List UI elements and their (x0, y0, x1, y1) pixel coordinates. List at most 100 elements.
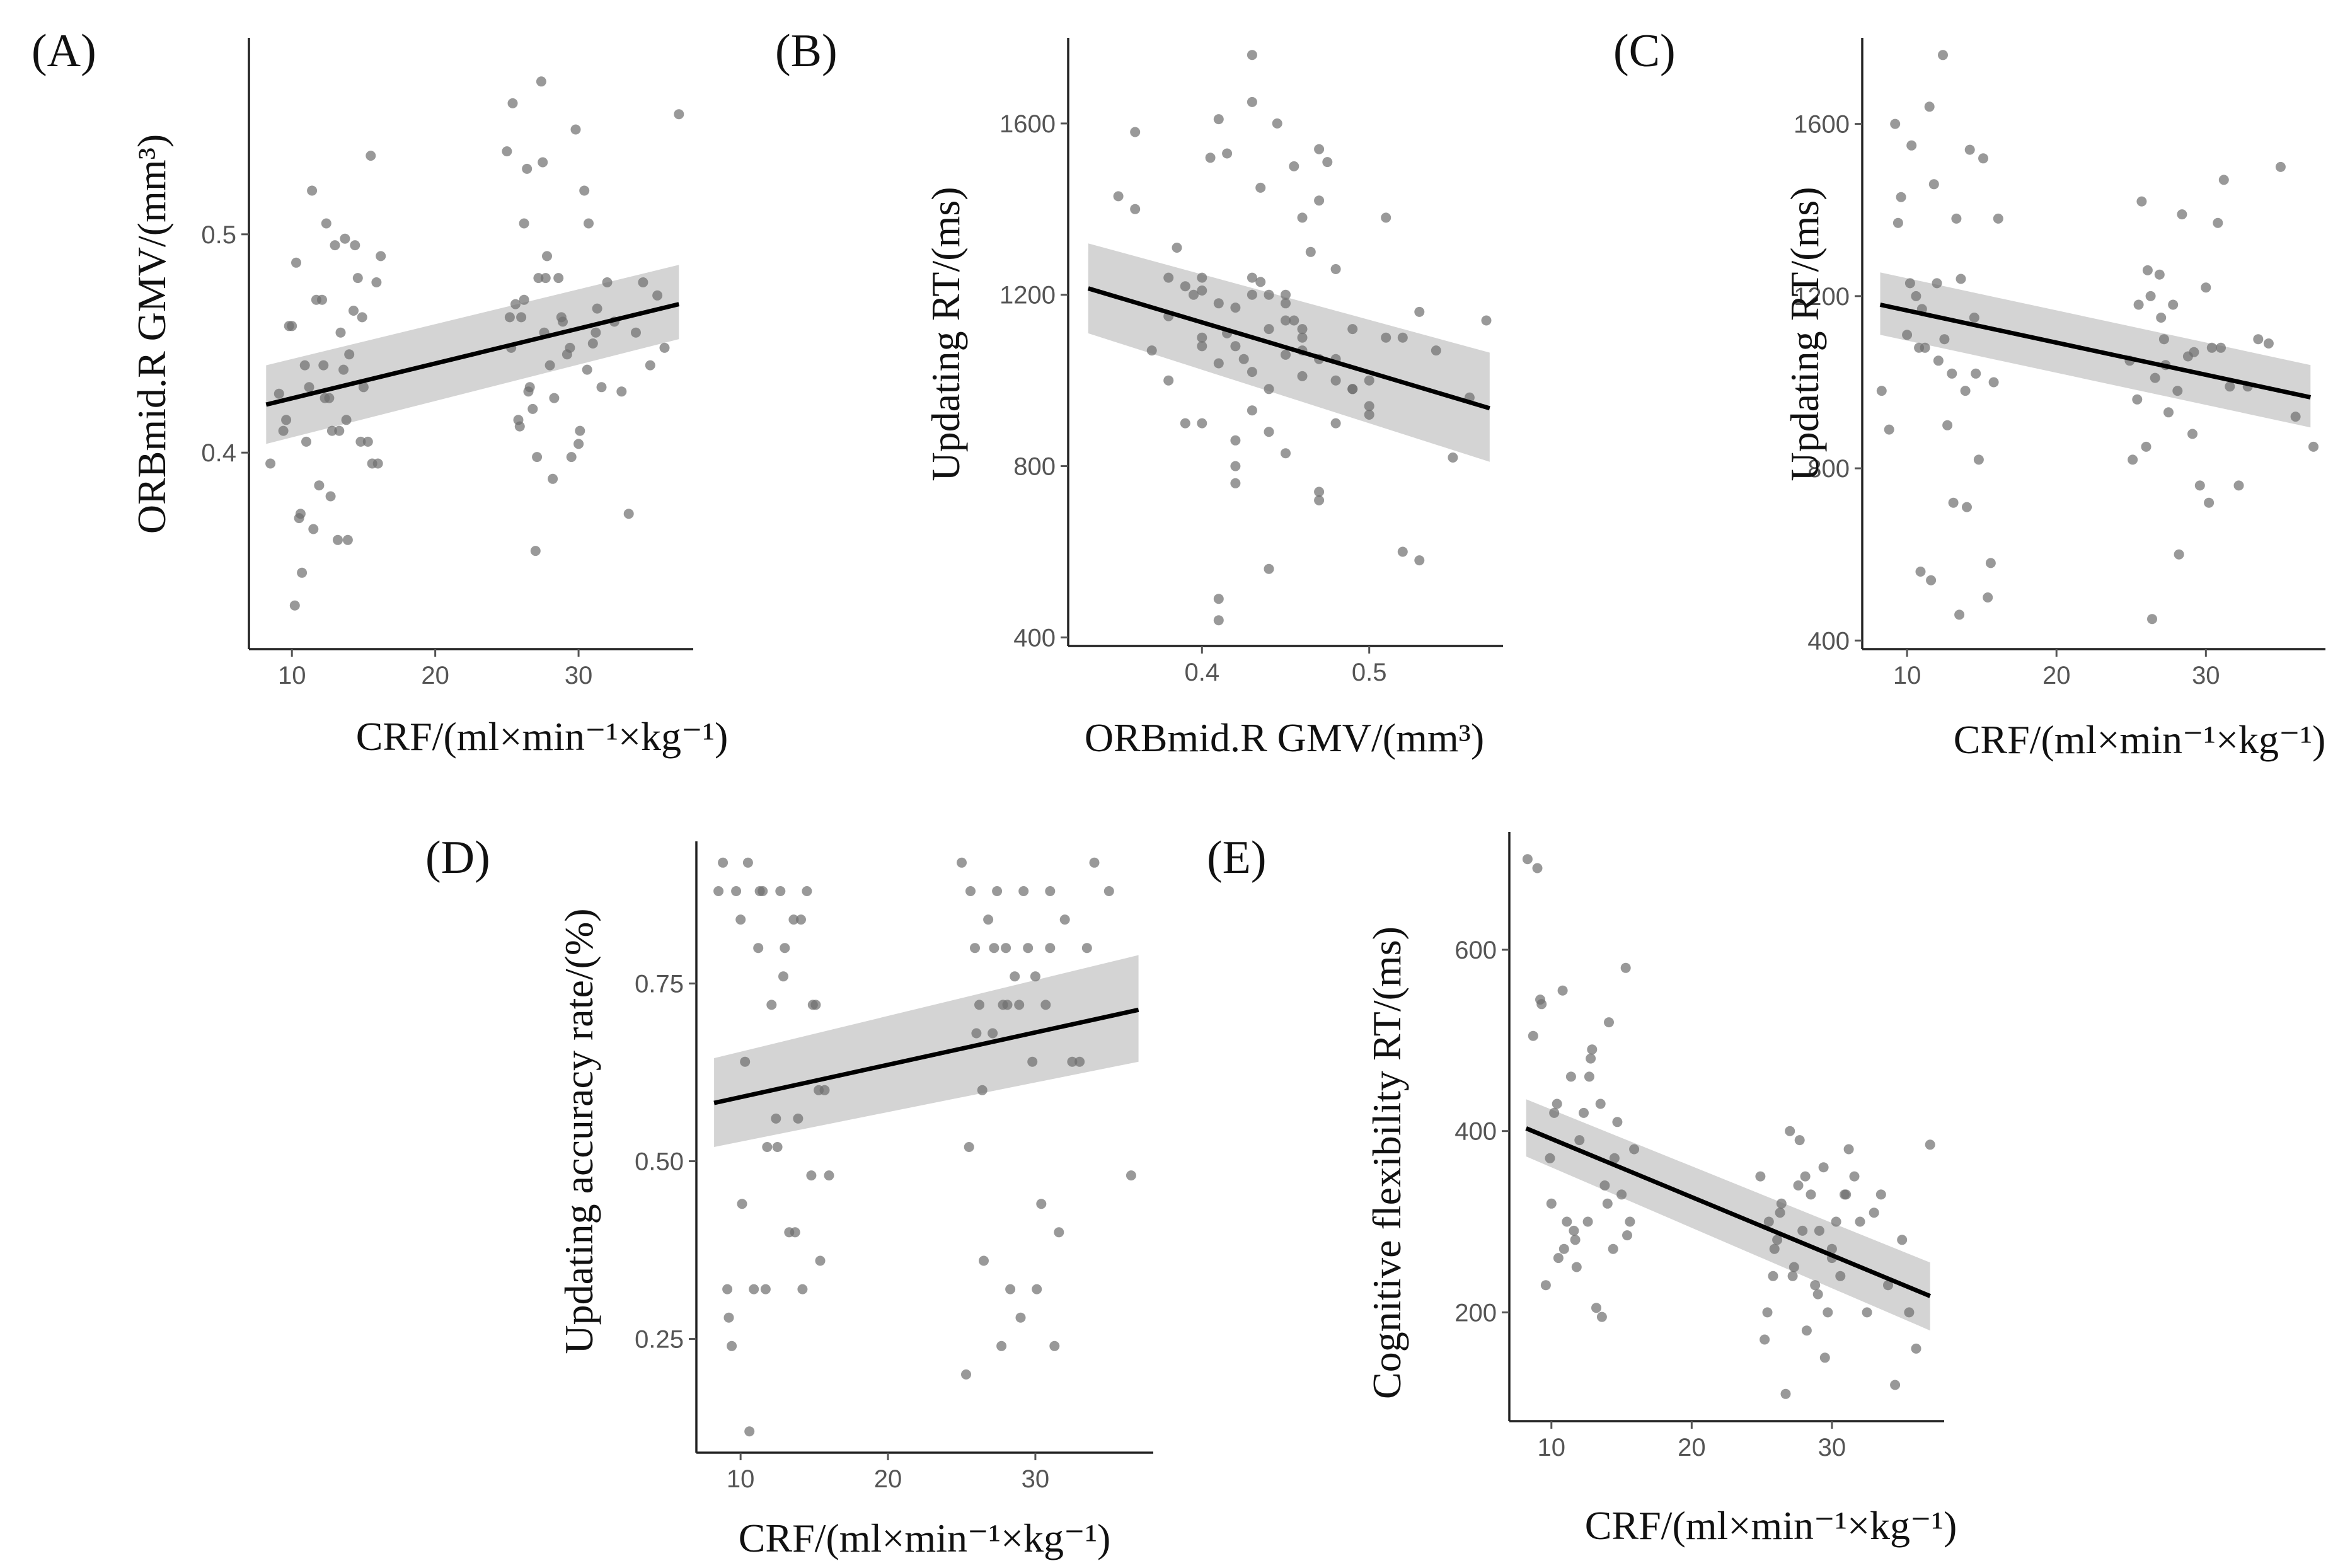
data-point (1942, 420, 1953, 430)
data-point (780, 943, 790, 954)
data-point (1264, 324, 1274, 335)
data-point (1213, 358, 1224, 369)
data-point (766, 1000, 777, 1010)
data-point (2158, 334, 2169, 345)
data-point (1431, 345, 1441, 356)
data-point (1314, 487, 1325, 497)
data-point (1763, 1216, 1774, 1227)
data-point (1330, 375, 1341, 386)
data-point (2168, 299, 2179, 310)
data-point (317, 294, 327, 305)
data-point (1297, 324, 1308, 335)
data-point (1855, 1216, 1865, 1227)
data-point (1126, 1170, 1136, 1181)
data-point (1599, 1180, 1610, 1190)
data-point (1776, 1198, 1787, 1209)
data-point (1314, 144, 1325, 154)
data-point (1971, 368, 1981, 379)
data-point (1801, 1325, 1812, 1336)
data-point (718, 857, 729, 868)
x-tick-label: 10 (727, 1465, 755, 1493)
data-point (330, 240, 340, 251)
y-tick-label: 0.50 (635, 1148, 684, 1176)
x-tick-label: 30 (565, 662, 593, 689)
data-point (297, 567, 308, 578)
data-point (342, 534, 353, 545)
data-point (2216, 342, 2226, 353)
data-point (638, 277, 648, 287)
data-point (1835, 1271, 1846, 1281)
data-point (1059, 914, 1070, 925)
data-point (1163, 375, 1174, 386)
data-point (538, 157, 548, 168)
data-point (957, 857, 967, 868)
data-point (553, 273, 564, 284)
data-point (334, 425, 345, 436)
data-point (289, 600, 300, 611)
data-point (1933, 355, 1944, 366)
x-axis-title: CRF/(ml×min⁻¹×kg⁻¹) (1585, 1503, 1957, 1548)
regression-line (265, 302, 680, 407)
data-point (1794, 1135, 1805, 1146)
data-point (1812, 1289, 1823, 1300)
data-point (754, 886, 765, 896)
y-tick-label: 0.75 (635, 971, 684, 998)
data-point (1775, 1208, 1785, 1218)
data-point (1797, 1225, 1808, 1236)
data-point (1557, 985, 1568, 996)
data-point (1067, 1056, 1078, 1067)
regression-line (713, 1007, 1139, 1105)
data-point (1213, 114, 1224, 125)
data-point (1535, 994, 1545, 1005)
data-point (992, 886, 1003, 896)
data-point (1213, 594, 1224, 604)
data-point (2145, 291, 2156, 301)
data-point (341, 415, 352, 425)
data-point (1570, 1235, 1581, 1245)
data-point (308, 524, 319, 534)
data-point (1969, 313, 1979, 323)
data-point (964, 1142, 974, 1152)
data-point (1928, 179, 1939, 190)
data-point (1983, 592, 1993, 602)
data-point (1180, 281, 1190, 292)
data-point (713, 886, 724, 896)
x-tick-label: 30 (1818, 1434, 1846, 1461)
data-point (1247, 289, 1257, 300)
data-point (1532, 863, 1543, 873)
data-point (1297, 332, 1308, 343)
data-point (1197, 418, 1207, 429)
data-point (2174, 549, 2184, 560)
panel-label: (C) (1613, 25, 1676, 77)
data-point (645, 360, 655, 371)
data-point (358, 382, 369, 393)
data-point (778, 971, 788, 982)
data-point (1787, 1271, 1798, 1281)
data-point (775, 886, 786, 896)
data-point (1040, 1000, 1051, 1010)
data-point (1906, 140, 1917, 151)
data-point (527, 403, 538, 414)
data-point (350, 240, 360, 251)
data-point (807, 1000, 818, 1010)
data-point (674, 109, 684, 120)
data-point (1915, 567, 1926, 577)
data-point (502, 146, 512, 157)
data-point (1255, 182, 1266, 193)
data-point (1381, 332, 1391, 343)
data-point (998, 1000, 1008, 1010)
plot-area: 10 20 30 0.4 0.5 (201, 38, 693, 689)
data-point (1364, 375, 1374, 386)
data-point (772, 1142, 783, 1152)
panel-label: (D) (425, 832, 490, 884)
x-axis-title: CRF/(ml×min⁻¹×kg⁻¹) (356, 714, 729, 759)
data-point (1760, 1334, 1770, 1345)
y-tick-label: 600 (1455, 937, 1497, 964)
data-point (2213, 217, 2223, 228)
data-point (1625, 1216, 1635, 1227)
confidence-band (1526, 1099, 1930, 1331)
data-point (295, 509, 306, 519)
data-point (1081, 943, 1092, 954)
data-point (1960, 386, 1971, 396)
